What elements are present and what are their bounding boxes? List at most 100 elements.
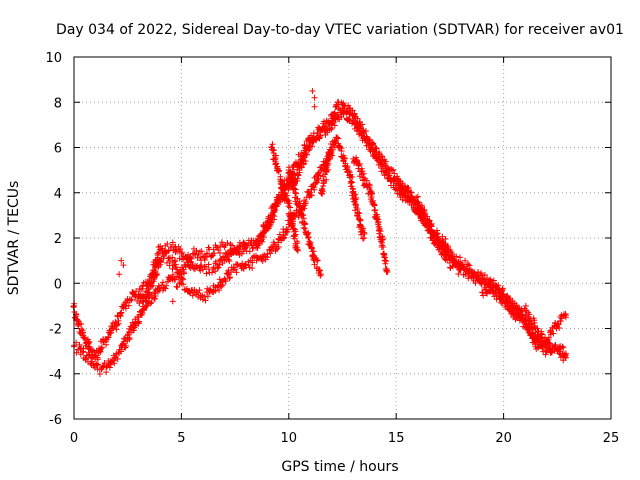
data-point (471, 269, 478, 276)
data-point (293, 238, 300, 245)
data-point (222, 278, 229, 285)
data-point (338, 114, 345, 121)
data-point (215, 264, 222, 271)
data-point (90, 354, 97, 361)
data-point (292, 244, 299, 251)
data-point (286, 200, 293, 207)
data-point (513, 310, 520, 317)
data-point (114, 356, 121, 362)
data-point (300, 151, 307, 158)
data-point (186, 263, 193, 270)
axes: 0 5 10 15 20 25 -6 -4 -2 0 2 4 6 8 10 (45, 51, 619, 446)
data-point (307, 239, 314, 246)
data-point (542, 351, 549, 358)
data-point (151, 267, 158, 274)
data-point (351, 115, 358, 122)
data-point (160, 255, 167, 262)
data-point (202, 254, 209, 261)
data-point (370, 141, 377, 148)
data-point (375, 218, 382, 225)
data-point (542, 342, 549, 349)
data-point (559, 343, 566, 350)
y-tick-label: -2 (49, 323, 62, 338)
data-point (369, 197, 376, 204)
data-point (255, 241, 262, 248)
data-point (375, 224, 382, 231)
data-point (503, 293, 510, 300)
data-point (526, 311, 533, 318)
data-point (366, 146, 373, 153)
data-point (372, 144, 379, 151)
data-point (269, 141, 276, 148)
data-point (383, 267, 390, 274)
data-point (259, 238, 266, 245)
data-point (349, 189, 356, 196)
data-point (344, 163, 351, 170)
data-point (241, 240, 248, 247)
data-point (179, 281, 186, 288)
data-point (300, 215, 307, 222)
data-point (97, 348, 104, 355)
data-point (230, 245, 237, 252)
data-point (556, 348, 563, 355)
data-point (323, 176, 330, 183)
data-point (360, 235, 367, 241)
data-point (128, 296, 135, 303)
data-point (239, 260, 246, 267)
data-point (98, 344, 105, 351)
data-point (87, 355, 94, 362)
data-point (305, 144, 312, 151)
data-point (265, 225, 272, 232)
data-point (280, 187, 287, 194)
data-point (226, 258, 233, 265)
data-point (240, 264, 247, 271)
data-point (527, 329, 534, 336)
data-point (169, 298, 176, 305)
data-point (198, 248, 205, 255)
data-point (316, 267, 323, 274)
data-point (215, 246, 222, 253)
data-point (237, 243, 244, 250)
data-point (159, 245, 166, 252)
data-point (138, 311, 145, 318)
data-point (543, 348, 550, 355)
data-point (122, 305, 129, 312)
data-point (125, 302, 132, 309)
data-point (533, 337, 540, 344)
data-point (462, 271, 469, 278)
data-point (284, 197, 291, 204)
data-point (389, 167, 396, 174)
data-point (118, 309, 125, 316)
data-point (313, 257, 320, 264)
data-point (294, 202, 301, 209)
data-point (96, 370, 103, 377)
chart-title: Day 034 of 2022, Sidereal Day-to-day VTE… (56, 22, 624, 38)
data-point (405, 184, 412, 191)
data-point (268, 219, 275, 226)
data-point (79, 327, 86, 334)
data-point (152, 264, 159, 271)
data-point (106, 364, 113, 371)
data-point (411, 197, 418, 204)
plot-frame (73, 56, 612, 420)
data-point (483, 289, 490, 296)
data-point (467, 266, 474, 273)
data-point (199, 292, 206, 299)
data-point (320, 183, 327, 190)
x-tick-label: 0 (70, 431, 78, 446)
data-point (173, 283, 180, 290)
data-point (110, 324, 117, 331)
data-point (190, 265, 197, 272)
data-point (280, 235, 287, 242)
data-point (442, 235, 449, 242)
data-point (562, 350, 569, 357)
data-point (264, 254, 271, 261)
data-point (289, 215, 296, 222)
data-point (172, 261, 179, 268)
data-point (484, 290, 491, 297)
data-point (359, 168, 366, 175)
x-tick-label: 10 (281, 431, 298, 446)
data-point (354, 206, 361, 213)
data-point (291, 235, 298, 242)
data-point (305, 188, 312, 195)
